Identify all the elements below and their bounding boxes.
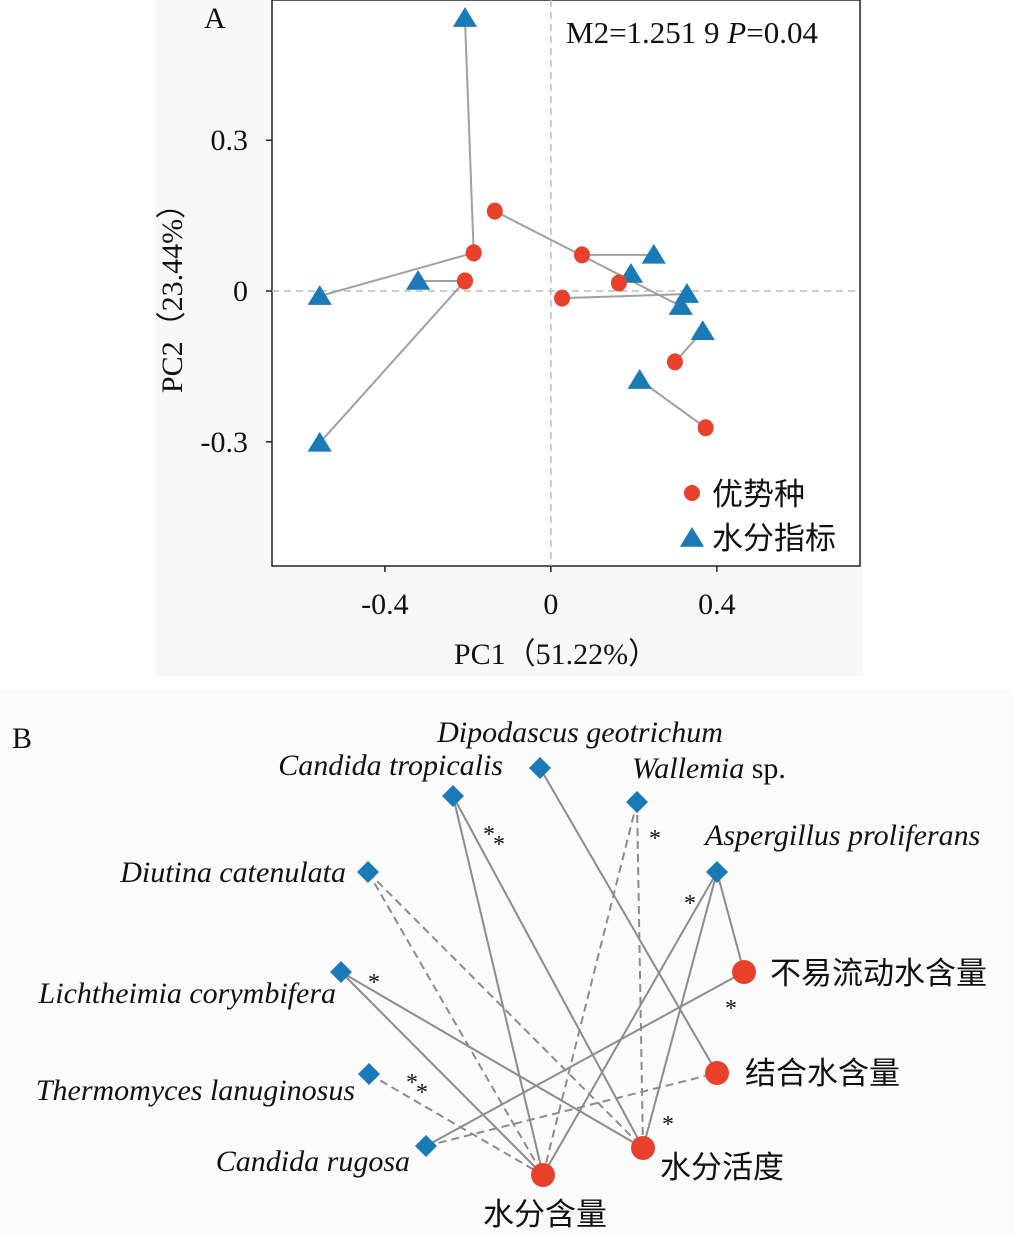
statistics-annotation: M2=1.251 9 P=0.04 <box>566 15 818 50</box>
indicator-node-icon <box>705 1061 729 1085</box>
legend-marker-water-index <box>679 527 705 547</box>
water-index-point <box>405 269 431 290</box>
correlation-edge-solid <box>642 871 718 1149</box>
significance-mark: * <box>725 996 737 1022</box>
indicator-label: 水分活度 <box>660 1150 784 1185</box>
dominant-species-point <box>465 244 482 262</box>
legend-label-water-index: 水分指标 <box>712 521 836 556</box>
species-node-icon <box>357 861 379 883</box>
panel-a-procrustes-plot: -0.4 0 0.4 0.3 0 -0.3 PC1（51.22%） PC2（23.44%） A M… <box>156 0 861 671</box>
procrustes-residual-line <box>562 293 687 300</box>
p-value: =0.04 <box>746 15 818 50</box>
dominant-species-point <box>610 274 627 292</box>
water-index-point <box>690 320 715 341</box>
procrustes-residual-line <box>319 251 474 298</box>
species-node-icon <box>706 861 728 883</box>
dominant-species-point <box>456 272 473 290</box>
species-name: Aspergillus proliferans <box>703 819 980 852</box>
significance-mark: * <box>368 970 380 996</box>
species-node-icon <box>330 961 352 983</box>
panel-label-a: A <box>204 2 226 35</box>
species-name: Candida tropicalis <box>278 749 503 782</box>
y-axis-label: PC2（23.44%） <box>156 189 189 393</box>
correlation-edge-solid <box>539 767 718 1074</box>
legend-marker-dominant-species <box>684 485 700 501</box>
legend-label-dominant-species: 优势种 <box>712 477 805 512</box>
species-node-icon <box>358 1063 380 1085</box>
correlation-edge-solid <box>716 871 745 973</box>
species-label: Wallemia sp. <box>632 752 786 785</box>
p-label: P <box>726 15 746 50</box>
species-name: Diutina catenulata <box>119 856 346 889</box>
indicator-label: 结合水含量 <box>745 1056 900 1091</box>
y-tick-label: -0.3 <box>201 426 249 459</box>
y-tick-label: 0 <box>233 275 248 308</box>
species-name: Lichtheimia corymbifera <box>38 977 336 1010</box>
correlation-edge-dashed <box>368 1073 544 1176</box>
significance-mark: * <box>493 832 505 858</box>
panel-label-b: B <box>12 722 32 755</box>
procrustes-residual-line <box>318 280 466 444</box>
water-index-point <box>452 7 478 27</box>
species-label: Dipodascus geotrichum <box>436 716 723 749</box>
species-node-icon <box>626 791 648 813</box>
correlation-edge-dashed <box>636 801 644 1149</box>
correlation-edge-dashed <box>367 871 544 1176</box>
significance-mark: * <box>483 822 495 848</box>
significance-mark: * <box>406 1070 418 1096</box>
dominant-species-point <box>573 246 590 264</box>
species-label: Lichtheimia corymbifera <box>38 977 336 1010</box>
species-name: Wallemia <box>632 752 744 785</box>
significance-mark: * <box>684 891 696 917</box>
indicator-label: 不易流动水含量 <box>770 956 987 991</box>
x-tick-label: 0.4 <box>698 588 736 621</box>
correlation-edge-dashed <box>425 1072 718 1147</box>
species-label: Aspergillus proliferans <box>703 819 980 852</box>
species-label: Candida rugosa <box>216 1145 410 1178</box>
water-index-point <box>641 243 666 264</box>
species-name: Dipodascus geotrichum <box>436 716 723 749</box>
water-index-point <box>627 369 652 389</box>
dominant-species-point <box>554 289 571 307</box>
water-index-point <box>307 431 332 452</box>
dominant-species-point <box>697 419 714 437</box>
correlation-edge-solid <box>452 795 544 1176</box>
indicator-node-icon <box>631 1136 655 1160</box>
correlation-edge-solid <box>542 871 718 1176</box>
dominant-species-point <box>486 202 503 220</box>
significance-mark: * <box>649 826 661 852</box>
significance-mark: * <box>662 1112 674 1138</box>
species-suffix: sp. <box>744 752 786 785</box>
x-tick-label: -0.4 <box>361 588 409 621</box>
species-label: Diutina catenulata <box>119 856 346 889</box>
indicator-node-icon <box>531 1163 555 1187</box>
procrustes-residual-line <box>463 18 475 253</box>
water-index-point <box>307 285 332 305</box>
y-tick-label: 0.3 <box>211 124 249 157</box>
species-name: Candida rugosa <box>216 1145 410 1178</box>
correlation-edge-solid <box>340 971 544 1176</box>
plot-area <box>271 0 861 567</box>
water-index-point <box>668 295 693 315</box>
significance-mark: * <box>416 1080 428 1106</box>
correlation-edge-solid <box>425 971 745 1147</box>
water-index-point <box>674 283 700 303</box>
x-axis-label: PC1（51.22%） <box>454 638 658 671</box>
species-label: Candida tropicalis <box>278 749 503 782</box>
species-node-icon <box>415 1135 437 1157</box>
species-node-icon <box>529 757 551 779</box>
species-label: Thermomyces lanuginosus <box>36 1074 355 1107</box>
correlation-edge-solid <box>452 795 644 1149</box>
correlation-edge-solid <box>340 971 644 1149</box>
species-name: Thermomyces lanuginosus <box>36 1074 355 1107</box>
panel-b-background <box>0 690 1014 1234</box>
indicator-node-icon <box>732 960 756 984</box>
indicator-label: 水分含量 <box>483 1197 607 1232</box>
dominant-species-point <box>666 353 683 371</box>
species-node-icon <box>442 785 464 807</box>
m2-value: M2=1.251 9 <box>566 15 727 50</box>
x-tick-label: 0 <box>543 588 558 621</box>
